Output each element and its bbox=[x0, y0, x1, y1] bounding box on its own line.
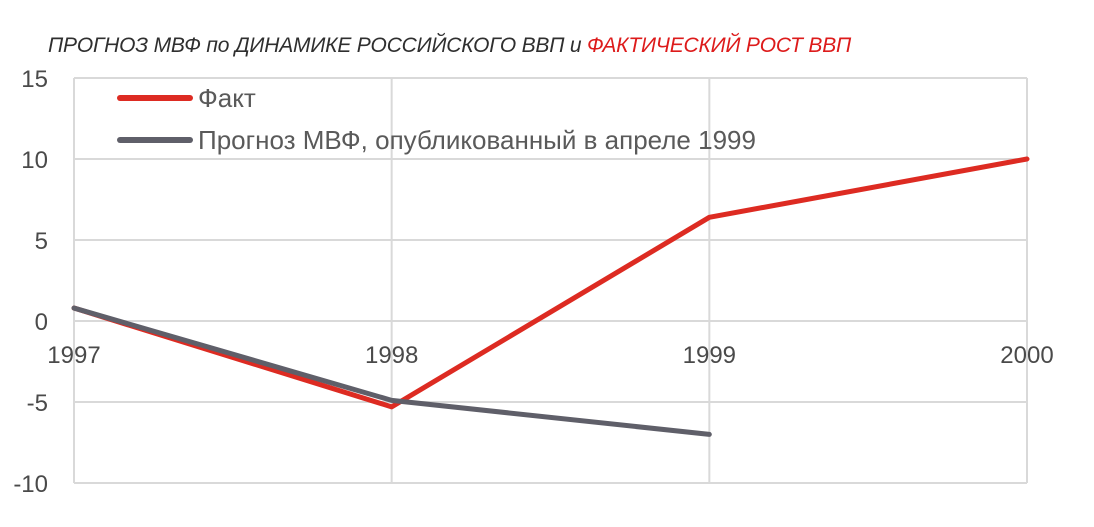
legend-label-fact: Факт bbox=[198, 83, 256, 113]
y-tick-label: 15 bbox=[21, 66, 48, 93]
x-tick-label: 1999 bbox=[683, 342, 736, 369]
y-tick-label: 0 bbox=[35, 309, 48, 336]
legend-label-forecast: Прогноз МВФ, опубликованный в апреле 199… bbox=[198, 125, 756, 155]
x-tick-label: 1997 bbox=[47, 342, 100, 369]
legend: Факт Прогноз МВФ, опубликованный в апреле… bbox=[117, 83, 756, 155]
series-line-fact bbox=[71, 156, 1030, 410]
x-tick-label: 2000 bbox=[1000, 342, 1053, 369]
grid bbox=[73, 77, 1028, 484]
y-tick-label: 5 bbox=[35, 228, 48, 255]
series-line-forecast bbox=[71, 305, 712, 437]
title-part-actual: ФАКТИЧЕСКИЙ РОСТ ВВП bbox=[587, 34, 852, 57]
x-tick-label: 1998 bbox=[365, 342, 418, 369]
tick-labels: 15 10 5 0 -5 -10 1997 1998 1999 2000 bbox=[13, 66, 1053, 498]
series bbox=[71, 156, 1030, 437]
title-part-forecast: ПРОГНОЗ МВФ по ДИНАМИКЕ РОССИЙСКОГО ВВП bbox=[48, 34, 565, 57]
y-tick-label: -10 bbox=[13, 471, 48, 498]
title-part-and: и bbox=[569, 34, 582, 57]
y-tick-label: 10 bbox=[21, 147, 48, 174]
y-tick-label: -5 bbox=[27, 390, 48, 417]
chart-title: ПРОГНОЗ МВФ по ДИНАМИКЕ РОССИЙСКОГО ВВП … bbox=[48, 33, 851, 59]
